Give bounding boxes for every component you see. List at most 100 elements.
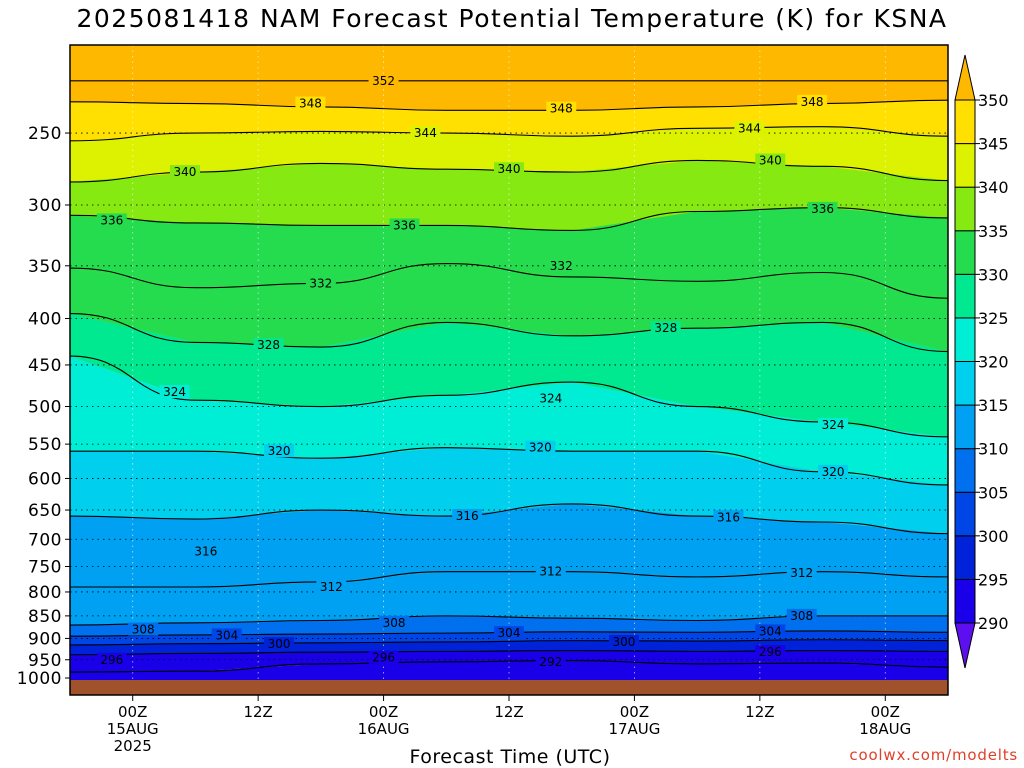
contour-320 xyxy=(69,447,949,486)
contour-label-bg-10 xyxy=(389,218,420,232)
contour-label-bg-24 xyxy=(713,510,744,524)
colorbar-segment-10 xyxy=(954,186,976,232)
contour-label-bg-39 xyxy=(535,654,566,668)
colorbar-label-305: 305 xyxy=(978,483,1009,502)
contour-label-19: 320 xyxy=(268,444,291,458)
contour-label-36: 296 xyxy=(100,653,123,667)
y-tick-label-850: 850 xyxy=(28,607,62,627)
contour-label-37: 296 xyxy=(372,651,395,665)
credit-link[interactable]: coolwx.com/modelts xyxy=(849,746,1018,764)
color-band-330 xyxy=(70,263,948,352)
contour-label-20: 320 xyxy=(529,441,552,455)
contour-label-13: 332 xyxy=(550,259,573,273)
contour-label-bg-35 xyxy=(608,634,639,648)
contour-label-15: 328 xyxy=(654,321,677,335)
contour-label-bg-23 xyxy=(452,509,483,523)
colorbar-segment-12 xyxy=(954,99,976,145)
y-tick-label-250: 250 xyxy=(28,124,62,144)
contour-label-21: 320 xyxy=(822,465,845,479)
contour-label-bg-33 xyxy=(755,624,786,638)
color-band-314 xyxy=(70,503,948,587)
colorbar-label-320: 320 xyxy=(978,353,1009,372)
x-tick-label-78-1: 18AUG xyxy=(859,720,911,738)
chart-title: 2025081418 NAM Forecast Potential Temper… xyxy=(76,4,948,33)
x-tick-label-30-0: 00Z xyxy=(369,703,398,721)
color-band-342 xyxy=(70,126,948,182)
ground-strip xyxy=(70,680,948,695)
contour-336 xyxy=(69,207,949,231)
y-tick-label-450: 450 xyxy=(28,356,62,376)
colorbar-label-300: 300 xyxy=(978,527,1009,546)
contour-label-bg-20 xyxy=(525,440,556,454)
color-band-334 xyxy=(70,207,948,299)
contour-label-28: 308 xyxy=(132,623,155,637)
contour-label-32: 304 xyxy=(498,626,521,640)
contour-label-bg-7 xyxy=(494,162,524,176)
contour-label-22: 316 xyxy=(194,544,217,558)
y-tick-label-500: 500 xyxy=(28,398,62,418)
contour-328 xyxy=(69,312,949,353)
contour-label-bg-36 xyxy=(96,652,127,666)
colorbar-label-340: 340 xyxy=(978,178,1009,197)
contour-label-6: 340 xyxy=(174,165,197,179)
contour-label-26: 312 xyxy=(539,565,562,579)
x-tick-label-6-1: 15AUG xyxy=(107,720,159,738)
y-tick-label-1000: 1000 xyxy=(17,669,62,689)
contour-label-34: 300 xyxy=(268,637,291,651)
x-tick-label-30-1: 16AUG xyxy=(358,720,410,738)
contour-label-bg-15 xyxy=(650,321,681,335)
colorbar-label-345: 345 xyxy=(978,135,1009,154)
contour-label-14: 328 xyxy=(257,338,280,352)
colorbar-label-315: 315 xyxy=(978,396,1009,415)
contour-label-16: 324 xyxy=(163,385,186,399)
contour-label-30: 308 xyxy=(790,609,813,623)
colorbar-label-335: 335 xyxy=(978,222,1009,241)
x-tick-label-54-1: 17AUG xyxy=(608,720,660,738)
contour-label-bg-27 xyxy=(786,565,817,579)
colorbar-label-325: 325 xyxy=(978,309,1009,328)
colorbar-segment-2 xyxy=(954,535,976,580)
colorbar-segment-6 xyxy=(954,361,976,406)
contour-label-5: 344 xyxy=(738,121,761,135)
contour-label-1: 348 xyxy=(299,97,322,111)
contour-316 xyxy=(69,503,949,535)
contour-label-bg-11 xyxy=(807,201,838,215)
x-tick-label-54-0: 00Z xyxy=(620,703,649,721)
y-tick-label-750: 750 xyxy=(28,557,62,577)
color-band-294 xyxy=(70,650,948,673)
contour-label-bg-32 xyxy=(494,626,524,640)
contour-label-bg-28 xyxy=(128,622,159,636)
x-tick-label-78-0: 00Z xyxy=(871,703,900,721)
contour-label-bg-6 xyxy=(169,165,200,179)
contour-296 xyxy=(69,649,949,656)
contour-label-bg-31 xyxy=(211,628,242,642)
contour-label-17: 324 xyxy=(539,392,562,406)
contour-label-8: 340 xyxy=(759,153,782,167)
contour-label-2: 348 xyxy=(550,102,573,116)
contour-label-bg-37 xyxy=(368,650,399,664)
colorbar-segment-11 xyxy=(954,143,976,188)
contour-332 xyxy=(69,262,949,299)
x-tick-label-18-0: 12Z xyxy=(243,703,272,721)
contour-label-bg-8 xyxy=(755,153,786,167)
contour-label-39: 292 xyxy=(539,655,562,669)
colorbar-segment-3 xyxy=(954,491,976,537)
x-tick-label-6-0: 00Z xyxy=(118,703,147,721)
contour-label-bg-25 xyxy=(316,579,347,593)
contour-label-9: 336 xyxy=(100,213,123,227)
contour-label-33: 304 xyxy=(759,624,782,638)
contour-label-bg-0 xyxy=(368,73,399,87)
y-tick-label-350: 350 xyxy=(28,257,62,277)
contour-label-7: 340 xyxy=(498,162,521,176)
contour-label-bg-26 xyxy=(535,564,566,578)
colorbar-label-310: 310 xyxy=(978,440,1009,459)
color-band-346 xyxy=(70,100,948,141)
contour-label-38: 296 xyxy=(759,645,782,659)
contour-label-bg-30 xyxy=(786,608,817,622)
contour-label-bg-29 xyxy=(379,615,410,629)
contour-label-4: 344 xyxy=(414,126,437,140)
colorbar-bottom-arrow xyxy=(954,622,976,669)
contour-label-bg-34 xyxy=(264,637,295,651)
contour-label-23: 316 xyxy=(456,509,479,523)
